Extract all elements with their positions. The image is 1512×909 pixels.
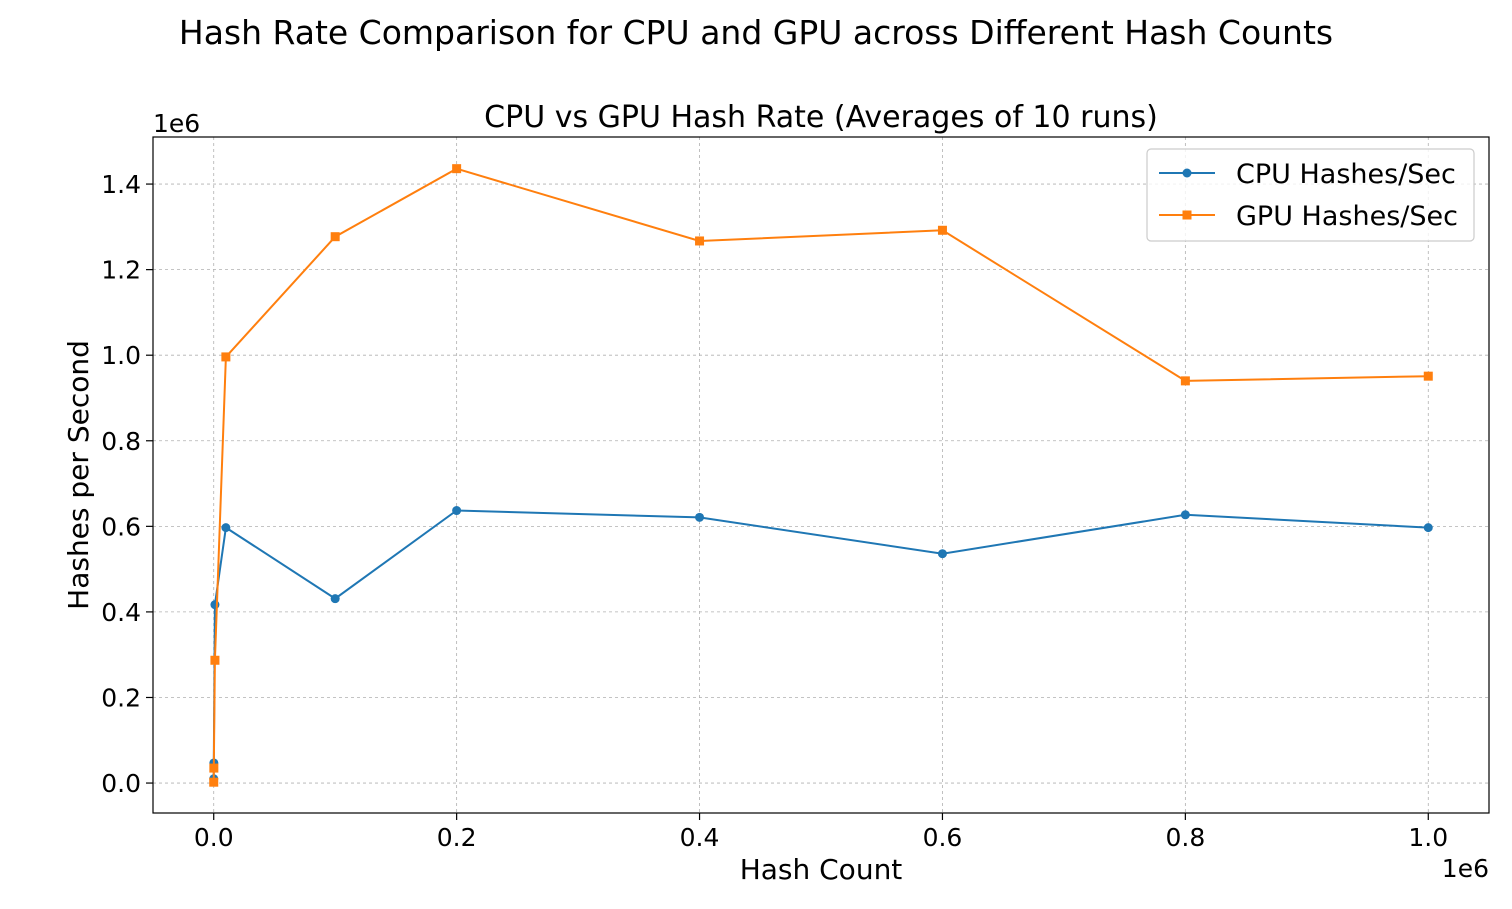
x-axis-label: Hash Count bbox=[740, 853, 903, 886]
data-point bbox=[1180, 510, 1190, 520]
axes-title: CPU vs GPU Hash Rate (Averages of 10 run… bbox=[484, 100, 1158, 135]
x-tick-label: 0.4 bbox=[680, 823, 720, 852]
legend-label: GPU Hashes/Sec bbox=[1236, 201, 1458, 232]
legend-swatch-marker bbox=[1182, 210, 1192, 220]
series-group bbox=[209, 164, 1433, 787]
data-point bbox=[695, 512, 705, 522]
data-point bbox=[330, 232, 340, 242]
series-line-cpu bbox=[212, 509, 1429, 779]
x-tick-label: 0.0 bbox=[194, 823, 234, 852]
figure-title: Hash Rate Comparison for CPU and GPU acr… bbox=[179, 13, 1333, 52]
y-tick-label: 1.4 bbox=[101, 170, 141, 199]
x-offset-label: 1e6 bbox=[1442, 854, 1489, 883]
axis-ticks: 0.0 0.2 0.4 0.6 0.8 1.0 0.0 0.2 0.4 0.6 0.8 1.0 1.2 1… bbox=[101, 170, 1448, 852]
data-point bbox=[1180, 376, 1190, 386]
data-point bbox=[937, 549, 947, 559]
x-tick-label: 1.0 bbox=[1408, 823, 1448, 852]
legend-label: CPU Hashes/Sec bbox=[1236, 159, 1456, 190]
legend-swatch-marker bbox=[1182, 168, 1192, 178]
data-point bbox=[695, 236, 705, 246]
y-tick-label: 0.2 bbox=[101, 683, 141, 712]
data-point bbox=[452, 164, 462, 174]
y-tick-label: 0.8 bbox=[101, 427, 141, 456]
legend-box bbox=[1146, 148, 1475, 242]
y-offset-label: 1e6 bbox=[153, 109, 200, 138]
data-point bbox=[210, 600, 220, 610]
y-tick-label: 0.0 bbox=[101, 769, 141, 798]
data-point bbox=[937, 225, 947, 235]
data-point bbox=[221, 523, 231, 533]
y-tick-label: 1.2 bbox=[101, 256, 141, 285]
legend: CPU Hashes/Sec GPU Hashes/Sec bbox=[1146, 148, 1475, 242]
y-axis-label: Hashes per Second bbox=[62, 340, 95, 610]
data-point bbox=[1423, 523, 1433, 533]
y-tick-label: 0.6 bbox=[101, 512, 141, 541]
data-point bbox=[452, 506, 462, 516]
data-point bbox=[209, 763, 219, 773]
y-tick-label: 0.4 bbox=[101, 598, 141, 627]
plot-area-frame bbox=[152, 136, 1490, 814]
data-point bbox=[210, 655, 220, 665]
data-point bbox=[330, 594, 340, 604]
x-tick-label: 0.2 bbox=[437, 823, 477, 852]
data-point bbox=[1423, 371, 1433, 381]
x-tick-label: 0.8 bbox=[1165, 823, 1205, 852]
x-tick-label: 0.6 bbox=[923, 823, 963, 852]
series-line-gpu bbox=[212, 167, 1429, 783]
data-point bbox=[221, 352, 231, 362]
data-point bbox=[209, 777, 219, 787]
y-tick-label: 1.0 bbox=[101, 341, 141, 370]
grid bbox=[153, 137, 1489, 813]
